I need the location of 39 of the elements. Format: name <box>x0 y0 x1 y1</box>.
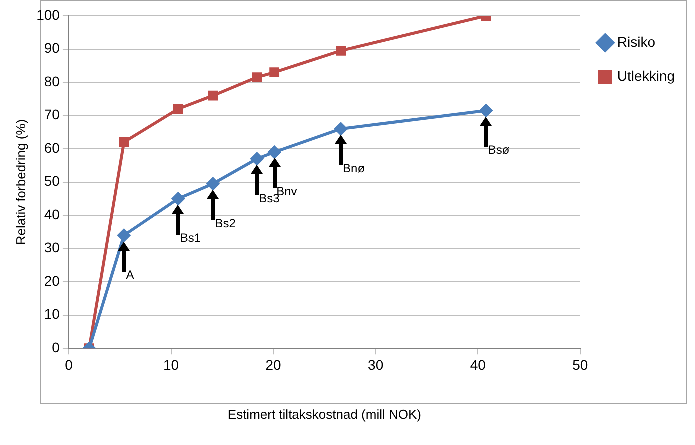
y-tick-label: 40 <box>44 206 60 222</box>
x-axis-title: Estimert tiltakskostnad (mill NOK) <box>228 406 422 422</box>
point <box>117 228 132 243</box>
y-tick-label: 70 <box>44 106 60 123</box>
point <box>334 122 348 136</box>
annotation: A <box>126 268 134 282</box>
legend-label: Risiko <box>617 34 656 50</box>
annotation: Bnø <box>343 161 366 176</box>
x-tick-label: 50 <box>572 356 588 373</box>
y-tick-label: 50 <box>44 173 60 190</box>
y-tick-label: 100 <box>36 6 60 23</box>
point <box>479 104 494 118</box>
annotation: Bs2 <box>215 216 236 230</box>
point <box>173 104 184 114</box>
x-tick-label: 40 <box>470 356 486 373</box>
legend-label: Utlekking <box>617 68 676 84</box>
point <box>208 90 218 101</box>
annotation: Bs1 <box>180 231 202 246</box>
x-tick-label: 0 <box>65 356 74 373</box>
y-tick-label: 80 <box>44 73 60 90</box>
y-tick-label: 30 <box>44 240 60 256</box>
y-axis-title: Relativ forbedring (%) <box>13 119 28 246</box>
point <box>270 68 280 78</box>
point <box>268 145 282 160</box>
point <box>206 176 220 191</box>
x-tick-label: 20 <box>266 356 282 373</box>
point <box>250 152 264 166</box>
point <box>252 72 262 82</box>
annotation: Bsø <box>488 143 510 158</box>
point <box>336 46 346 56</box>
y-tick-label: 10 <box>44 306 60 322</box>
y-tick-label: 60 <box>44 140 60 156</box>
y-tick-label: 0 <box>52 339 60 356</box>
point <box>171 192 186 206</box>
y-tick-label: 90 <box>44 40 60 56</box>
point <box>119 137 130 148</box>
x-tick-label: 10 <box>163 356 180 373</box>
y-tick-label: 20 <box>44 272 60 289</box>
x-tick-label: 30 <box>368 356 384 373</box>
